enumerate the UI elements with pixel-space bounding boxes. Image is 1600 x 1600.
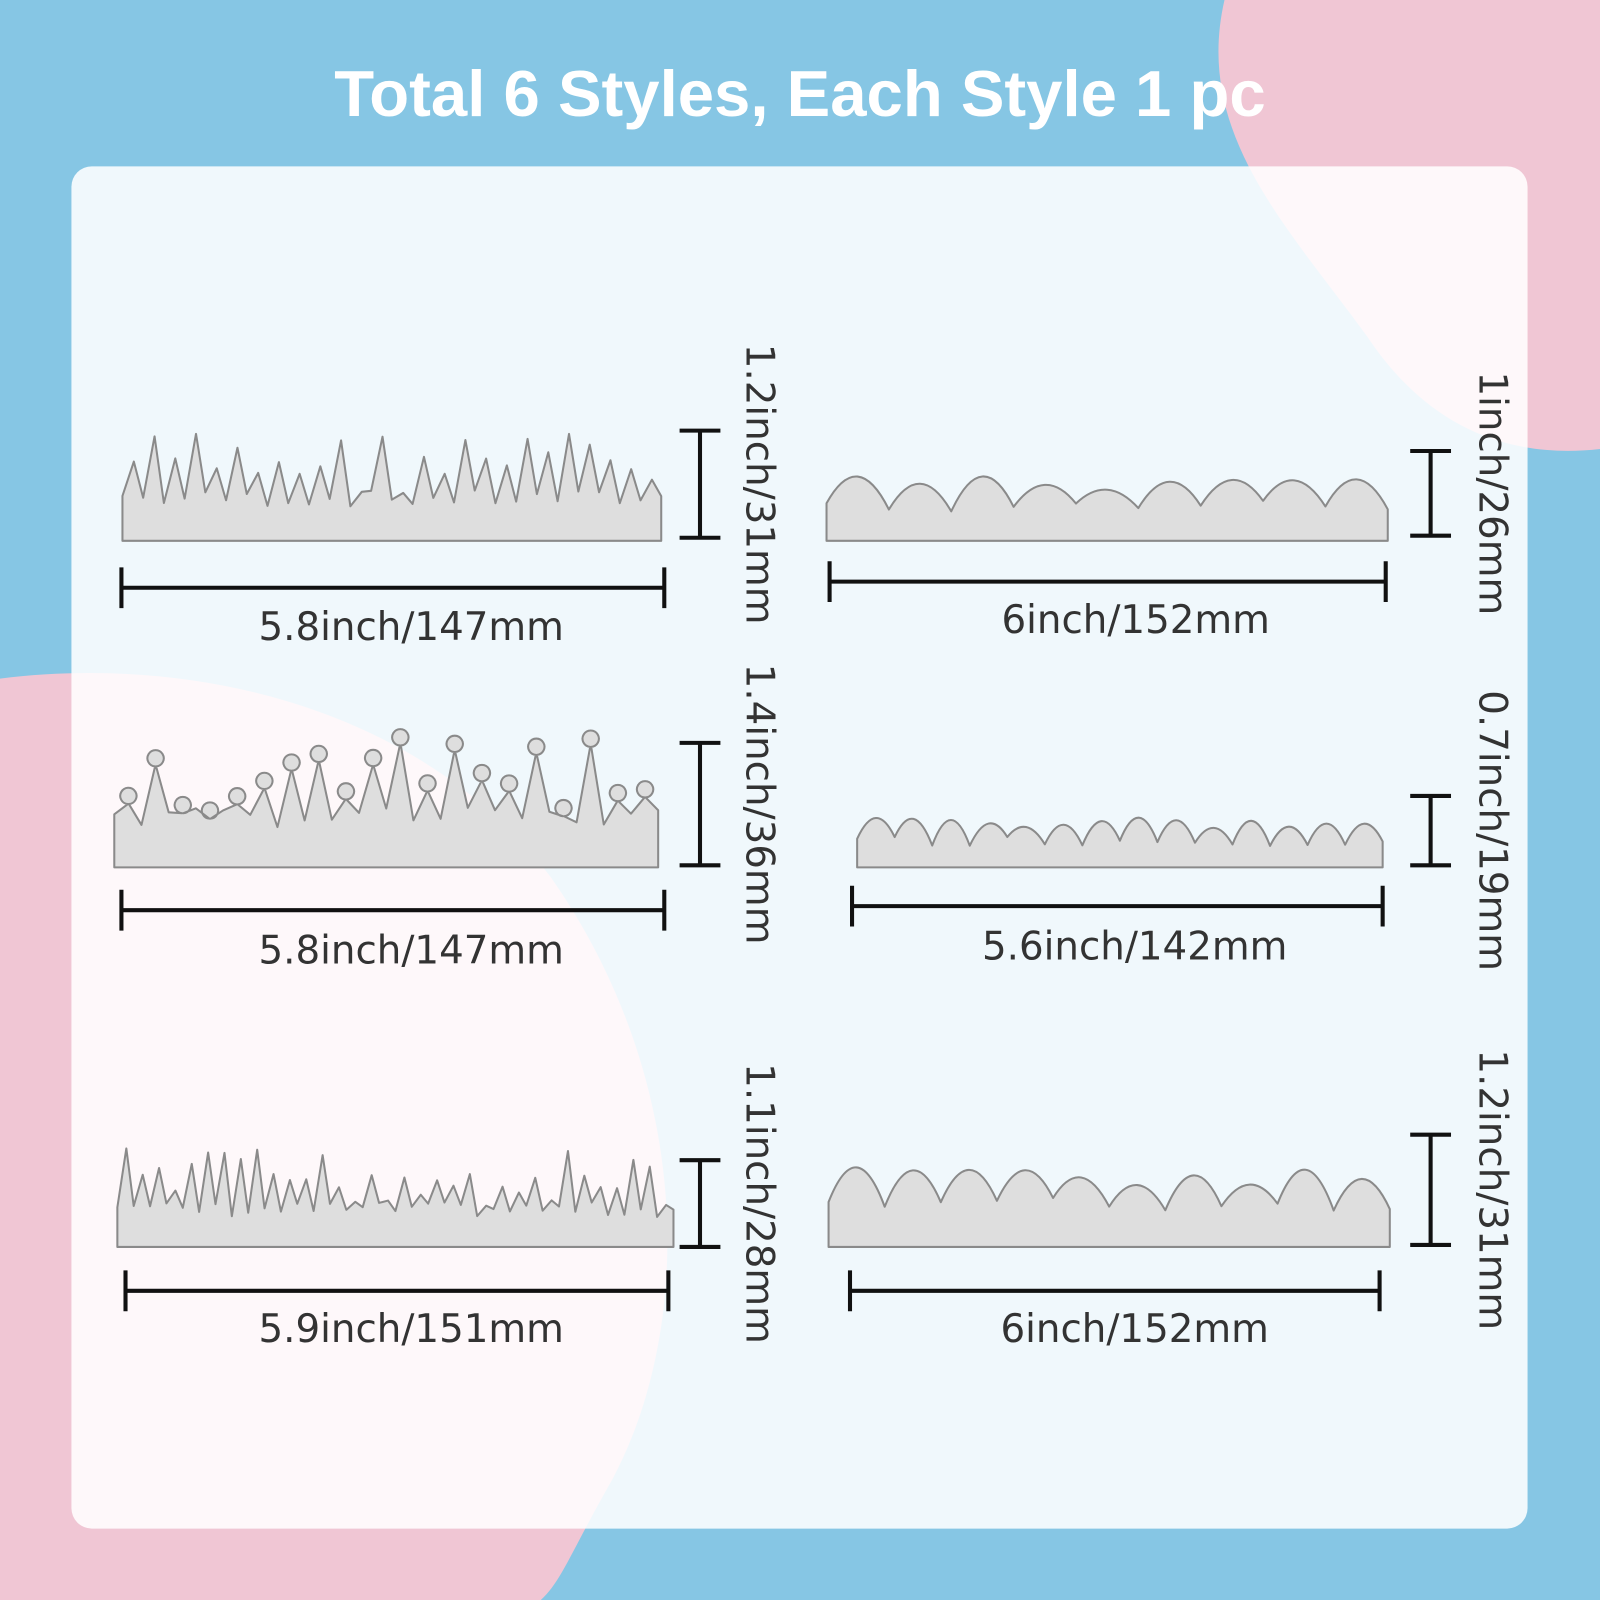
width-bar — [847, 1270, 1382, 1312]
die-shape — [856, 816, 1384, 869]
height-label: 1.1inch/28mm — [737, 1063, 782, 1344]
height-label: 0.7inch/19mm — [1469, 690, 1514, 971]
items: 5.8inch/147mm 1.2inch/31mm 6inch/152mm 1inc… — [113, 344, 1514, 1352]
height-label: 1.2inch/31mm — [737, 344, 782, 625]
height-bar — [679, 740, 721, 868]
width-bar — [827, 561, 1388, 603]
width-label: 5.9inch/151mm — [258, 1307, 563, 1352]
title: Total 6 Styles, Each Style 1 pc — [334, 57, 1265, 130]
width-label: 6inch/152mm — [1001, 598, 1269, 643]
width-label: 5.8inch/147mm — [258, 605, 563, 650]
width-label: 5.6inch/142mm — [982, 924, 1287, 969]
item: 5.9inch/151mm 1.1inch/28mm — [116, 1063, 782, 1352]
die-shape — [113, 728, 660, 869]
width-label: 5.8inch/147mm — [258, 929, 563, 974]
height-label: 1inch/26mm — [1469, 371, 1514, 615]
height-bar — [1410, 448, 1452, 538]
height-bar — [1410, 1132, 1452, 1247]
die-shape — [116, 1147, 675, 1248]
item: 5.6inch/142mm 0.7inch/19mm — [850, 690, 1514, 971]
item: 5.8inch/147mm 1.2inch/31mm — [119, 344, 782, 650]
width-bar — [119, 567, 667, 609]
width-bar — [123, 1270, 671, 1312]
height-bar — [1410, 793, 1452, 868]
die-shape — [825, 475, 1389, 542]
height-bar — [679, 428, 721, 540]
item: 6inch/152mm 1inch/26mm — [825, 371, 1514, 643]
height-label: 1.2inch/31mm — [1469, 1049, 1514, 1330]
height-label: 1.4inch/36mm — [737, 664, 782, 945]
width-label: 6inch/152mm — [1000, 1307, 1268, 1352]
item: 5.8inch/147mm 1.4inch/36mm — [113, 664, 782, 974]
item: 6inch/152mm 1.2inch/31mm — [827, 1049, 1514, 1352]
height-bar — [679, 1158, 721, 1249]
width-bar — [119, 889, 667, 931]
die-shape — [121, 432, 663, 542]
width-bar — [850, 885, 1385, 927]
die-shape — [827, 1166, 1391, 1248]
